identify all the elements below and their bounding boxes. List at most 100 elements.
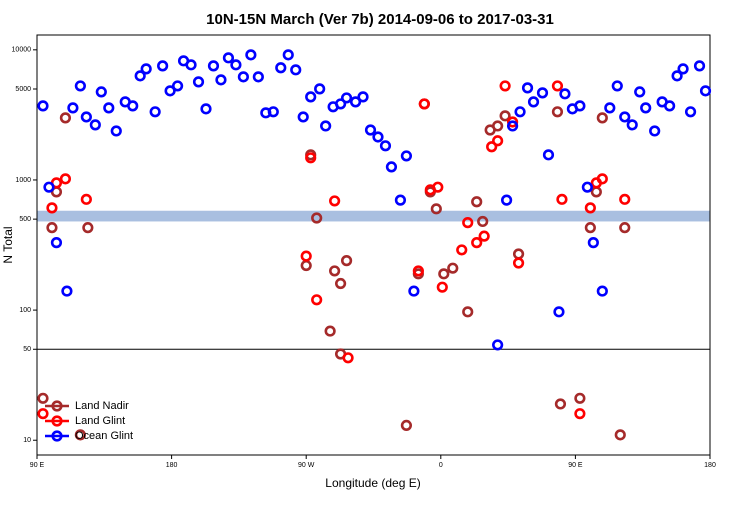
point bbox=[267, 106, 279, 118]
point bbox=[527, 96, 540, 108]
point bbox=[574, 392, 586, 404]
point bbox=[542, 149, 555, 161]
point bbox=[408, 285, 420, 297]
point bbox=[514, 106, 526, 118]
point bbox=[626, 119, 638, 131]
point bbox=[492, 339, 504, 351]
point bbox=[300, 250, 312, 262]
point bbox=[379, 140, 392, 152]
point bbox=[95, 86, 107, 98]
point bbox=[412, 265, 424, 277]
point bbox=[230, 59, 242, 71]
legend-label: Land Glint bbox=[75, 415, 125, 427]
x-tick-label: 90 E bbox=[568, 462, 583, 469]
legend-marker bbox=[51, 430, 63, 442]
point bbox=[611, 80, 623, 92]
point bbox=[385, 161, 398, 173]
point bbox=[252, 71, 264, 83]
point bbox=[430, 203, 442, 215]
point bbox=[596, 173, 608, 185]
point bbox=[149, 106, 161, 118]
point bbox=[67, 102, 79, 114]
point bbox=[110, 125, 122, 137]
point bbox=[61, 285, 73, 297]
legend-marker bbox=[51, 415, 63, 427]
point bbox=[372, 131, 384, 143]
point bbox=[619, 222, 631, 234]
point bbox=[536, 87, 549, 99]
point bbox=[89, 119, 101, 131]
point bbox=[512, 248, 525, 260]
point bbox=[447, 262, 459, 274]
point bbox=[619, 111, 631, 123]
point bbox=[185, 59, 197, 71]
point bbox=[596, 285, 608, 297]
point bbox=[506, 120, 519, 132]
y-tick-label: 500 bbox=[19, 216, 31, 223]
point bbox=[320, 120, 332, 132]
point bbox=[349, 96, 362, 108]
point bbox=[43, 181, 55, 193]
x-tick-label: 180 bbox=[704, 462, 716, 469]
x-tick-label: 90 W bbox=[298, 462, 315, 469]
point bbox=[471, 196, 483, 208]
point bbox=[499, 80, 511, 92]
point bbox=[640, 102, 652, 114]
y-tick-label: 100 bbox=[19, 307, 31, 314]
legend-label: Land Nadir bbox=[75, 400, 129, 412]
point bbox=[275, 62, 287, 74]
point bbox=[74, 80, 86, 92]
point bbox=[684, 106, 697, 118]
point bbox=[50, 237, 63, 249]
x-tick-label: 0 bbox=[439, 462, 443, 469]
point bbox=[222, 52, 235, 64]
band bbox=[37, 210, 710, 222]
legend-marker bbox=[51, 400, 63, 412]
point bbox=[671, 70, 683, 82]
x-tick-label: 90 E bbox=[30, 462, 45, 469]
point bbox=[551, 80, 564, 92]
point bbox=[46, 202, 58, 214]
x-axis-label: Longitude (deg E) bbox=[325, 476, 420, 490]
point bbox=[587, 237, 599, 249]
point bbox=[311, 212, 323, 224]
y-tick-label: 10 bbox=[23, 437, 31, 444]
point bbox=[521, 82, 534, 94]
legend-label: Ocean Glint bbox=[75, 430, 133, 442]
point bbox=[649, 125, 661, 137]
point bbox=[394, 194, 407, 206]
point bbox=[334, 98, 347, 110]
point bbox=[80, 193, 92, 205]
point bbox=[556, 193, 568, 205]
point bbox=[237, 71, 249, 83]
point bbox=[342, 352, 354, 364]
point bbox=[486, 141, 498, 153]
point bbox=[357, 91, 369, 103]
point bbox=[157, 60, 169, 72]
point bbox=[80, 111, 92, 123]
point bbox=[506, 116, 519, 128]
point bbox=[477, 215, 489, 228]
point bbox=[400, 419, 413, 432]
point bbox=[200, 103, 212, 115]
point bbox=[314, 83, 326, 95]
point bbox=[37, 408, 49, 420]
point bbox=[432, 181, 444, 193]
point bbox=[37, 100, 49, 112]
point bbox=[134, 70, 146, 82]
x-tick-label: 180 bbox=[166, 462, 178, 469]
point bbox=[554, 398, 567, 410]
point bbox=[140, 63, 152, 75]
point bbox=[574, 408, 586, 420]
point bbox=[297, 111, 309, 123]
y-tick-label: 10000 bbox=[12, 47, 32, 54]
point bbox=[127, 100, 139, 112]
chart-title: 10N-15N March (Ver 7b) 2014-09-06 to 201… bbox=[206, 11, 554, 28]
point bbox=[634, 86, 646, 98]
point bbox=[512, 257, 525, 269]
point bbox=[192, 76, 205, 88]
point bbox=[171, 80, 184, 92]
point bbox=[334, 277, 347, 290]
point bbox=[693, 60, 706, 72]
